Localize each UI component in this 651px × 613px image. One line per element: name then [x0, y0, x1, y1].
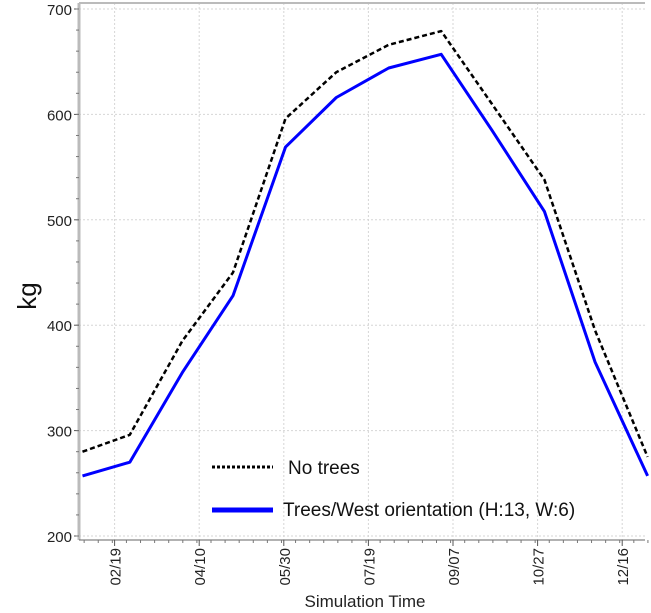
grid [79, 3, 645, 540]
y-tick-label: 300 [47, 424, 72, 441]
y-axis-title: kg [12, 282, 42, 309]
x-tick-label: 12/16 [615, 548, 632, 586]
series-line-no-trees [82, 29, 649, 458]
plot-frame [77, 2, 645, 541]
x-tick-label: 04/10 [192, 548, 209, 586]
y-tick-label: 400 [47, 318, 72, 335]
x-tick-label: 02/19 [108, 548, 125, 586]
x-tick-label: 10/27 [531, 548, 548, 586]
y-tick-label: 600 [47, 107, 72, 124]
y-axis: 200 300 400 500 600 700 [47, 2, 79, 546]
y-tick-label: 200 [47, 529, 72, 546]
y-tick-label: 700 [47, 2, 72, 19]
legend-label-no-trees: No trees [288, 458, 360, 479]
legend-label-trees-west: Trees/West orientation (H:13, W:6) [283, 500, 575, 521]
x-axis: 02/19 04/10 05/30 07/19 09/07 10/27 12/16 [83, 540, 649, 586]
series-line-trees-west [82, 52, 649, 478]
x-tick-label: 09/07 [446, 548, 463, 586]
series-group [82, 29, 649, 478]
legend: No trees Trees/West orientation (H:13, W… [212, 458, 575, 521]
x-tick-label: 07/19 [361, 548, 378, 586]
y-tick-label: 500 [47, 213, 72, 230]
x-axis-title: Simulation Time [305, 592, 426, 611]
x-tick-label: 05/30 [277, 548, 294, 586]
